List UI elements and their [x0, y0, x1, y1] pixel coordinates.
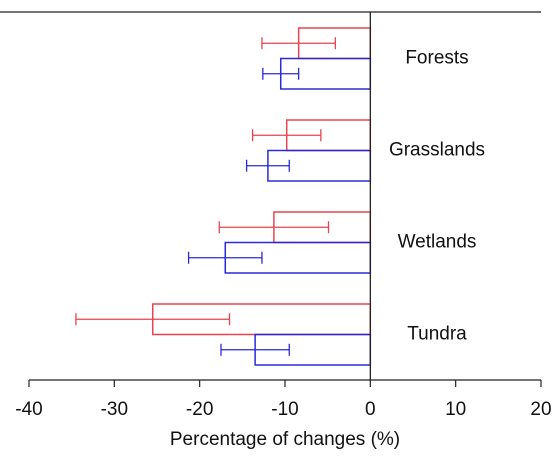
x-tick-label: 0	[365, 399, 376, 420]
error-bar	[75, 313, 231, 326]
error-bar	[218, 221, 330, 234]
x-tick-label: -20	[186, 399, 213, 420]
x-tick-label: -10	[271, 399, 298, 420]
category-label: Tundra	[407, 324, 467, 345]
category-label: Wetlands	[398, 232, 477, 253]
error-bar	[261, 37, 336, 50]
x-axis-label: Percentage of changes (%)	[170, 429, 400, 450]
x-tick-label: 10	[445, 399, 466, 420]
error-bar	[262, 67, 300, 80]
error-bar	[187, 251, 263, 264]
error-bar	[251, 129, 322, 142]
x-tick-label: -30	[101, 399, 128, 420]
category-label: Grasslands	[389, 140, 485, 161]
x-tick-label: -40	[15, 399, 42, 420]
category-label: Forests	[405, 48, 468, 69]
error-bar	[220, 343, 290, 356]
error-bar	[245, 159, 290, 172]
x-tick-label: 20	[530, 399, 551, 420]
